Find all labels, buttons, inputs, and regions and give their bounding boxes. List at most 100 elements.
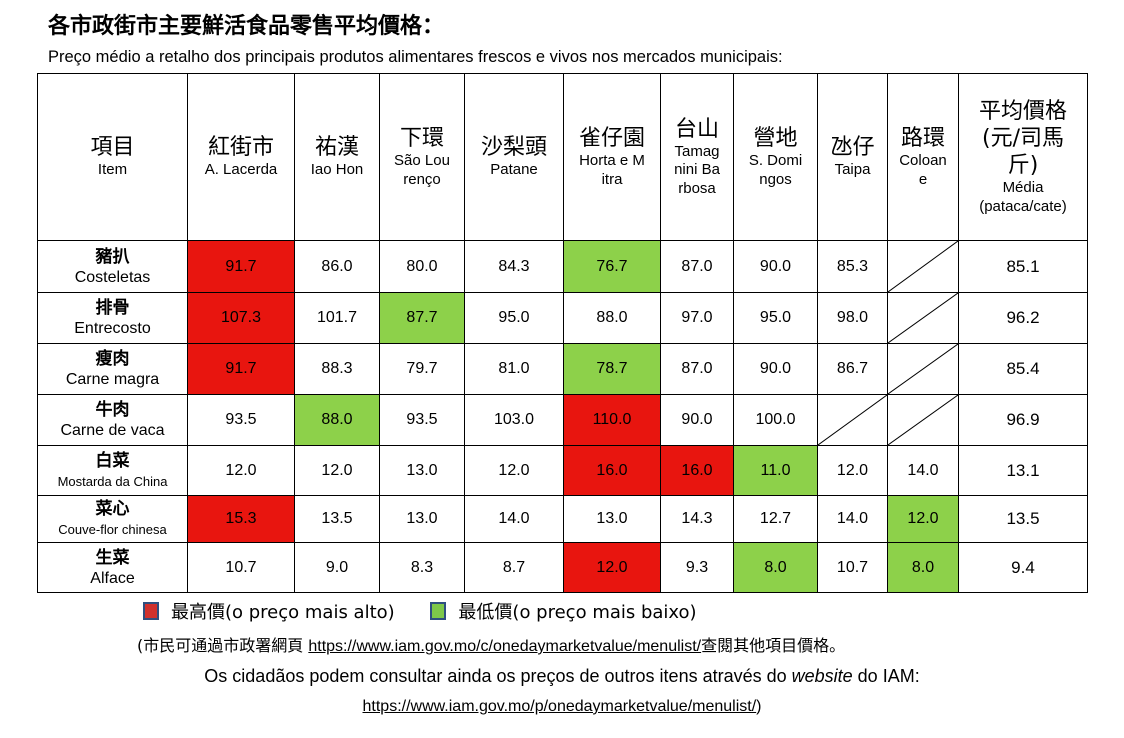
table-row: 瘦肉 Carne magra 91.7 88.3 79.7 81.0 78.7 87.0 90.… (37, 343, 1088, 395)
price-cell-lowest: 8.0 (733, 542, 818, 593)
price-cell: 13.0 (379, 445, 465, 496)
row-label-zh: 豬扒 (95, 246, 130, 267)
price-cell: 9.0 (294, 542, 380, 593)
header-average-zh: 平均價格(元/司馬斤) (978, 99, 1067, 178)
price-cell: 79.7 (379, 343, 465, 395)
price-cell: 12.7 (733, 495, 818, 543)
price-cell: 95.0 (733, 292, 818, 344)
price-cell: 12.0 (464, 445, 564, 496)
price-cell-lowest: 12.0 (887, 495, 959, 543)
header-market-zh: 紅街市 (207, 135, 274, 161)
page-title: 各市政街市主要鮮活食品零售平均價格： (48, 14, 445, 39)
price-cell: 12.0 (187, 445, 295, 496)
legend-low-swatch (430, 602, 447, 620)
header-market-pt: São Lourenço (394, 152, 450, 188)
row-label-pt: Costeletas (74, 268, 151, 286)
price-cell: 14.0 (464, 495, 564, 543)
table-row: 生菜 Alface 10.7 9.0 8.3 8.7 12.0 9.3 8.0 10.7 8.0 9.… (37, 542, 1088, 593)
price-table: 項目 Item 紅街市 A. Lacerda 祐漢 Iao Hon 下環 São Lo… (37, 73, 1088, 593)
price-cell: 13.0 (563, 495, 661, 543)
price-cell-lowest: 11.0 (733, 445, 818, 496)
row-label: 菜心 Couve-flor chinesa (37, 495, 188, 543)
na-diagonal-line (888, 395, 958, 445)
price-cell-highest: 16.0 (563, 445, 661, 496)
header-market-zh: 營地 (753, 126, 798, 151)
average-cell: 85.4 (958, 343, 1088, 395)
price-cell: 86.0 (294, 240, 380, 293)
price-cell: 87.0 (660, 240, 734, 293)
header-market-pt: Iao Hon (310, 161, 364, 179)
price-cell: 100.0 (733, 394, 818, 446)
note-chinese-after: 查閱其他項目價格。 (701, 636, 846, 655)
average-cell: 96.2 (958, 292, 1088, 344)
note-portuguese-after: do IAM: (852, 666, 920, 686)
price-cell: 98.0 (817, 292, 888, 344)
row-label-zh: 牛肉 (95, 400, 130, 420)
na-cell (887, 240, 959, 293)
note-chinese: (市民可通過市政署網頁 https://www.iam.gov.mo/c/one… (137, 632, 845, 656)
price-cell-highest: 91.7 (187, 240, 295, 293)
price-cell: 80.0 (379, 240, 465, 293)
header-market-zh: 沙梨頭 (480, 135, 547, 161)
price-cell: 87.0 (660, 343, 734, 395)
price-cell-lowest: 8.0 (887, 542, 959, 593)
note-portuguese-link-line: https://www.iam.gov.mo/p/onedaymarketval… (0, 698, 1124, 716)
note-portuguese: Os cidadãos podem consultar ainda os pre… (0, 666, 1124, 687)
price-cell: 90.0 (733, 240, 818, 293)
na-diagonal-line (888, 241, 958, 292)
price-cell: 97.0 (660, 292, 734, 344)
header-market-pt: Patane (490, 161, 538, 179)
price-cell: 88.3 (294, 343, 380, 395)
header-row: 項目 Item 紅街市 A. Lacerda 祐漢 Iao Hon 下環 São Lo… (37, 73, 1088, 241)
table-row: 豬扒 Costeletas 91.7 86.0 80.0 84.3 76.7 87.0 90.0… (37, 240, 1088, 293)
row-label: 豬扒 Costeletas (37, 240, 188, 293)
header-market-pt: Taipa (834, 161, 871, 179)
header-market-iao-hon: 祐漢 Iao Hon (294, 73, 380, 241)
table-row: 牛肉 Carne de vaca 93.5 88.0 93.5 103.0 110.0 90.… (37, 394, 1088, 446)
price-cell: 103.0 (464, 394, 564, 446)
header-market-taipa: 氹仔 Taipa (817, 73, 888, 241)
row-label-zh: 生菜 (95, 547, 130, 568)
header-item: 項目 Item (37, 73, 188, 241)
price-cell: 12.0 (294, 445, 380, 496)
price-cell-lowest: 87.7 (379, 292, 465, 344)
price-cell: 13.0 (379, 495, 465, 543)
row-label-pt: Entrecosto (74, 320, 151, 337)
legend: 最高價(o preço mais alto) 最低價(o preço mais … (143, 598, 727, 623)
note-portuguese-before: Os cidadãos podem consultar ainda os pre… (204, 666, 792, 686)
header-market-pt: Tamagnini Barbosa (674, 142, 720, 197)
price-cell: 84.3 (464, 240, 564, 293)
header-market-coloane: 路環 Coloane (887, 73, 959, 241)
average-cell: 85.1 (958, 240, 1088, 293)
price-cell-lowest: 88.0 (294, 394, 380, 446)
price-cell: 10.7 (187, 542, 295, 593)
header-item-zh: 項目 (90, 135, 135, 161)
price-cell-highest: 15.3 (187, 495, 295, 543)
na-diagonal (888, 241, 958, 292)
na-diagonal-line (888, 344, 958, 394)
row-label-zh: 菜心 (95, 499, 130, 519)
row-label: 生菜 Alface (37, 542, 188, 593)
na-diagonal-line (818, 395, 887, 445)
price-cell: 8.7 (464, 542, 564, 593)
price-cell-highest: 107.3 (187, 292, 295, 344)
price-cell: 90.0 (660, 394, 734, 446)
na-cell (887, 394, 959, 446)
row-label-zh: 瘦肉 (95, 349, 130, 369)
header-market-zh: 氹仔 (830, 135, 875, 161)
price-cell: 8.3 (379, 542, 465, 593)
price-cell: 9.3 (660, 542, 734, 593)
table-row: 白菜 Mostarda da China 12.0 12.0 13.0 12.0 16.0 1… (37, 445, 1088, 496)
iam-portuguese-link[interactable]: https://www.iam.gov.mo/p/onedaymarketval… (362, 698, 757, 715)
table-row: 菜心 Couve-flor chinesa 15.3 13.5 13.0 14.0 13.0… (37, 495, 1088, 543)
row-label-zh: 白菜 (95, 450, 130, 471)
average-cell: 13.5 (958, 495, 1088, 543)
iam-chinese-link[interactable]: https://www.iam.gov.mo/c/onedaymarketval… (308, 638, 702, 655)
header-market-zh: 祐漢 (314, 135, 359, 161)
row-label-pt: Mostarda da China (57, 473, 168, 489)
price-cell: 12.0 (817, 445, 888, 496)
header-market-pt: Horta e Mitra (579, 152, 645, 188)
row-label: 排骨 Entrecosto (37, 292, 188, 344)
note-portuguese-website: website (791, 666, 853, 686)
row-label: 白菜 Mostarda da China (37, 445, 188, 496)
